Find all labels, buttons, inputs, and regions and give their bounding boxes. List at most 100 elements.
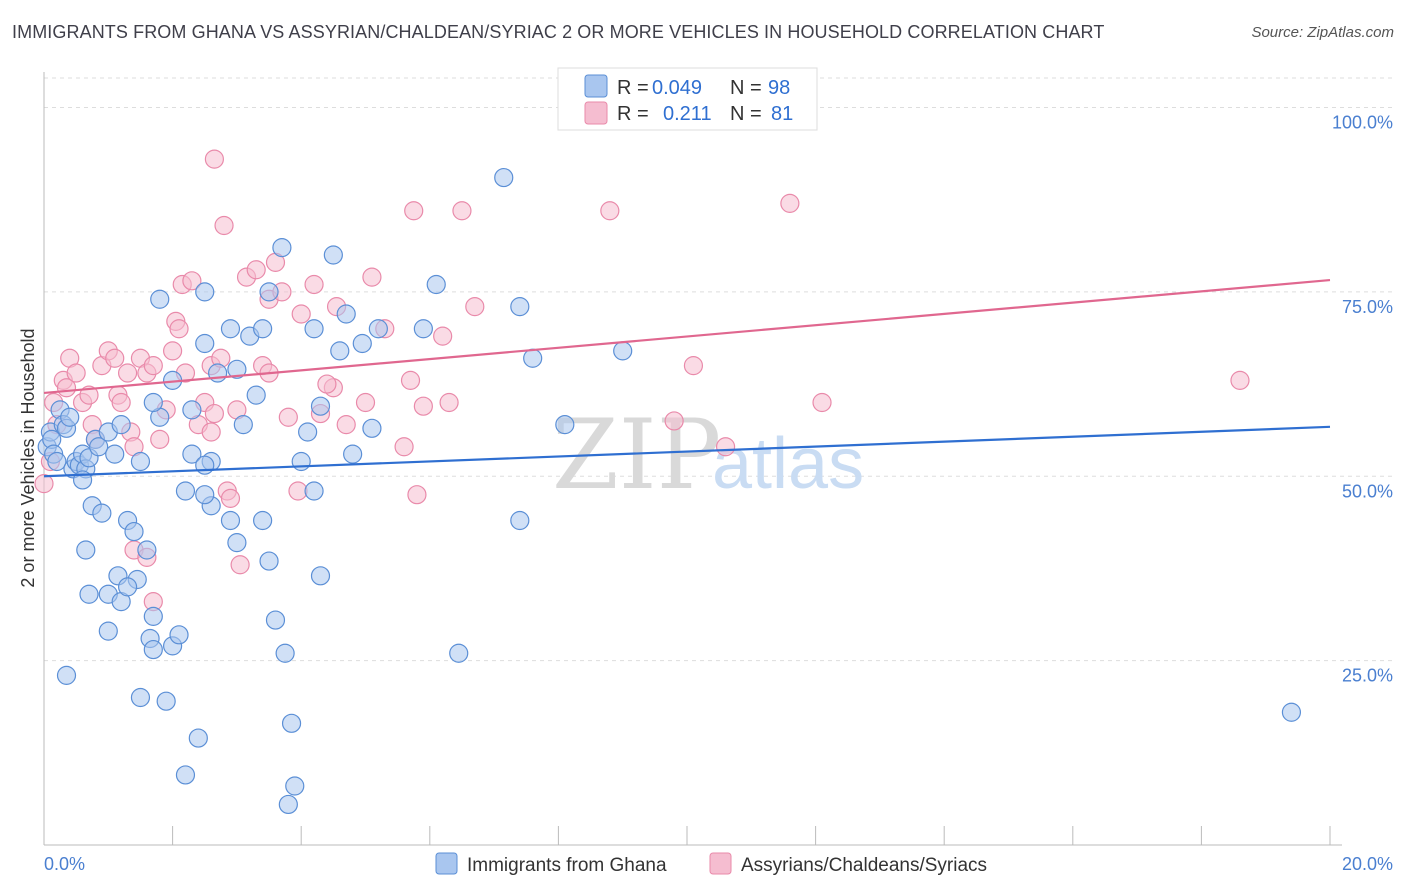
ghana-point-71: [246, 385, 266, 405]
y-tick-label-100: 100.0%: [1332, 113, 1393, 133]
ghana-point-42: [175, 765, 196, 785]
assyrians-point-76: [780, 193, 800, 213]
assyrians-point-68: [214, 215, 234, 236]
x-tick-label-min: 0.0%: [44, 854, 85, 874]
assyrians-point-16: [111, 392, 131, 413]
ghana-point-8: [60, 407, 80, 427]
ghana-point-62: [182, 400, 202, 420]
legend-r-label-pink: R =: [617, 103, 649, 125]
ghana-point-48: [259, 551, 279, 571]
chart-source: Source: ZipAtlas.com: [1251, 24, 1394, 41]
assyrians-point-80: [317, 374, 337, 394]
assyrians-point-38: [220, 488, 241, 508]
ghana-point-80: [352, 333, 372, 354]
ghana-point-93: [523, 348, 543, 368]
ghana-point-40: [156, 691, 176, 711]
assyrians-point-74: [683, 356, 704, 376]
ghana-point-90: [494, 167, 514, 188]
ghana-point-96: [1281, 702, 1302, 722]
ghana-point-46: [275, 643, 295, 663]
assyrians-point-25: [163, 341, 183, 361]
ghana-point-77: [323, 245, 343, 265]
ghana-point-18: [92, 503, 112, 523]
ghana-point-30: [117, 577, 138, 597]
ghana-point-21: [111, 415, 131, 435]
ghana-point-83: [343, 444, 363, 464]
assyrians-point-58: [394, 437, 414, 457]
ghana-point-36: [143, 639, 163, 660]
x-tick-label-max: 20.0%: [1342, 854, 1393, 874]
assyrians-point-30: [182, 271, 202, 291]
ghana-point-73: [291, 451, 311, 472]
assyrians-point-61: [407, 485, 427, 505]
assyrians-point-22: [143, 356, 163, 376]
ghana-point-79: [336, 304, 356, 324]
assyrians-point-50: [304, 274, 324, 295]
ghana-point-25: [76, 540, 96, 560]
series-assyrians-points: [34, 149, 1250, 612]
ghana-point-41: [188, 728, 208, 748]
ghana-point-33: [143, 606, 163, 626]
x-ticks: [43, 826, 1331, 845]
legend-r-label-blue: R =: [617, 77, 649, 99]
y-tick-label-50: 50.0%: [1342, 481, 1393, 501]
assyrians-point-14: [105, 348, 125, 368]
ghana-point-45: [281, 713, 302, 733]
assyrians-point-54: [336, 415, 356, 435]
ghana-point-49: [310, 566, 331, 586]
ghana-point-74: [310, 396, 331, 416]
assyrians-point-33: [201, 422, 221, 442]
bottom-legend: Immigrants from Ghana Assyrians/Chaldean…: [435, 852, 987, 876]
chart-title: IMMIGRANTS FROM GHANA VS ASSYRIAN/CHALDE…: [12, 22, 1105, 42]
assyrians-point-23: [150, 429, 170, 449]
bottom-legend-label-ghana: Immigrants from Ghana: [467, 855, 667, 876]
watermark-atlas: atlas: [712, 424, 864, 504]
legend-swatch-pink: [584, 101, 608, 125]
assyrians-point-42: [246, 260, 266, 280]
assyrians-point-27: [169, 319, 189, 339]
ghana-point-94: [555, 415, 575, 435]
y-tick-label-75: 75.0%: [1342, 297, 1393, 317]
assyrians-point-77: [812, 392, 832, 413]
ghana-point-69: [272, 238, 292, 258]
assyrians-point-49: [291, 304, 311, 324]
ghana-point-4: [47, 451, 67, 472]
assyrians-point-64: [439, 392, 459, 413]
ghana-point-60: [143, 392, 163, 413]
ghana-point-76: [304, 319, 324, 339]
assyrians-point-40: [230, 555, 250, 575]
assyrians-point-48: [288, 481, 308, 501]
ghana-point-53: [175, 481, 196, 501]
bottom-legend-label-assyrians: Assyrians/Chaldeans/Syriacs: [741, 855, 987, 876]
ghana-point-88: [510, 297, 530, 317]
ghana-point-68: [253, 319, 273, 339]
assyrians-point-7: [66, 363, 86, 383]
legend-swatch-blue: [584, 74, 608, 98]
ghana-point-57: [220, 510, 241, 531]
ghana-point-95: [613, 341, 633, 361]
assyrians-point-63: [433, 326, 453, 346]
watermark: ZIP atlas: [552, 399, 864, 511]
ghana-point-78: [330, 341, 350, 361]
assyrians-point-47: [278, 407, 298, 427]
ghana-point-47: [265, 610, 286, 630]
legend-n-value-pink: 81: [771, 103, 793, 125]
ghana-point-24: [137, 540, 157, 560]
assyrians-point-55: [355, 392, 376, 413]
ghana-point-43: [278, 794, 298, 815]
legend: R = 0.049 N = 98 R = 0.211 N = 81: [557, 67, 818, 131]
ghana-point-84: [150, 289, 170, 309]
assyrians-point-60: [404, 201, 424, 221]
ghana-point-38: [56, 665, 77, 685]
assyrians-trend-line: [43, 278, 1331, 395]
ghana-point-97: [130, 451, 151, 472]
bottom-legend-swatch-ghana: [435, 852, 458, 875]
legend-n-label-blue: N =: [730, 77, 762, 99]
assyrians-point-73: [664, 411, 684, 431]
ghana-point-37: [169, 625, 189, 645]
assyrians-point-34: [204, 403, 224, 424]
ghana-point-58: [227, 533, 247, 553]
ghana-point-44: [285, 776, 305, 796]
assyrians-point-17: [117, 363, 138, 383]
assyrians-point-59: [400, 370, 421, 390]
